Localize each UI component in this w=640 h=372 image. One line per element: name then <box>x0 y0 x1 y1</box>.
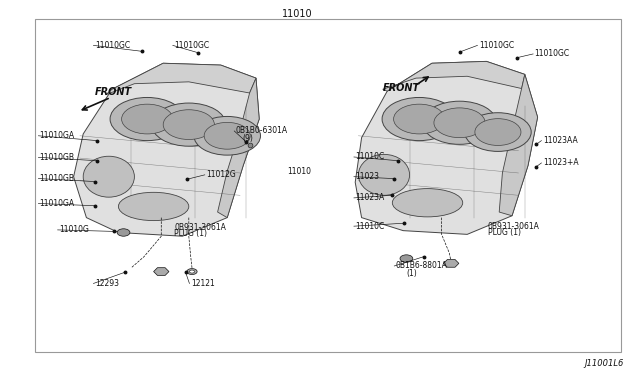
Polygon shape <box>106 63 256 95</box>
Circle shape <box>382 97 456 141</box>
Text: 12121: 12121 <box>191 279 214 288</box>
Text: 11010GC: 11010GC <box>95 41 130 50</box>
Text: 12293: 12293 <box>95 279 119 288</box>
Circle shape <box>152 103 226 146</box>
Text: J11001L6: J11001L6 <box>584 359 624 368</box>
Polygon shape <box>499 74 538 216</box>
Ellipse shape <box>83 156 134 197</box>
Circle shape <box>117 229 130 236</box>
Text: 0B1B0-6301A: 0B1B0-6301A <box>236 126 287 135</box>
Bar <box>35 19 621 352</box>
Circle shape <box>122 104 173 134</box>
Text: 11010G: 11010G <box>59 225 89 234</box>
Text: 0B1B6-8801A: 0B1B6-8801A <box>396 262 447 270</box>
Circle shape <box>475 119 521 145</box>
Text: FRONT: FRONT <box>95 87 132 97</box>
Text: 0B931-3061A: 0B931-3061A <box>174 223 226 232</box>
Text: 11010C: 11010C <box>355 222 385 231</box>
Text: (9): (9) <box>242 134 253 143</box>
Circle shape <box>110 97 184 141</box>
Text: 11023+A: 11023+A <box>543 158 579 167</box>
Polygon shape <box>218 78 259 218</box>
Text: 11010GB: 11010GB <box>40 174 75 183</box>
Text: 11010GC: 11010GC <box>479 41 514 50</box>
Circle shape <box>189 270 195 273</box>
Circle shape <box>400 255 413 262</box>
Ellipse shape <box>118 192 189 221</box>
Ellipse shape <box>392 189 463 217</box>
Polygon shape <box>444 260 459 267</box>
Circle shape <box>434 108 485 138</box>
Text: 0B931-3061A: 0B931-3061A <box>488 222 540 231</box>
Circle shape <box>394 104 445 134</box>
Text: 11010GA: 11010GA <box>40 131 75 140</box>
Polygon shape <box>383 61 525 91</box>
Text: PLUG (1): PLUG (1) <box>174 229 207 238</box>
Text: 11010GB: 11010GB <box>40 153 75 162</box>
Circle shape <box>187 269 197 275</box>
Text: (1): (1) <box>406 269 417 278</box>
Polygon shape <box>74 63 259 236</box>
Text: 11023AA: 11023AA <box>543 136 577 145</box>
Text: 11010: 11010 <box>282 9 313 19</box>
Polygon shape <box>355 61 538 234</box>
Text: 11010C: 11010C <box>355 153 385 161</box>
Text: 11010: 11010 <box>287 167 312 176</box>
Ellipse shape <box>358 154 410 195</box>
Text: 11023: 11023 <box>355 172 380 181</box>
Text: PLUG (1): PLUG (1) <box>488 228 521 237</box>
Text: 11010GA: 11010GA <box>40 199 75 208</box>
Circle shape <box>163 110 214 140</box>
Circle shape <box>194 116 260 155</box>
Text: 11023A: 11023A <box>355 193 385 202</box>
Text: 11010GC: 11010GC <box>534 49 570 58</box>
Text: 11012G: 11012G <box>206 170 236 179</box>
Polygon shape <box>154 268 169 275</box>
Text: 11010GC: 11010GC <box>174 41 209 50</box>
Circle shape <box>465 113 531 151</box>
Circle shape <box>204 122 250 149</box>
Circle shape <box>422 101 497 144</box>
Text: FRONT: FRONT <box>383 83 420 93</box>
